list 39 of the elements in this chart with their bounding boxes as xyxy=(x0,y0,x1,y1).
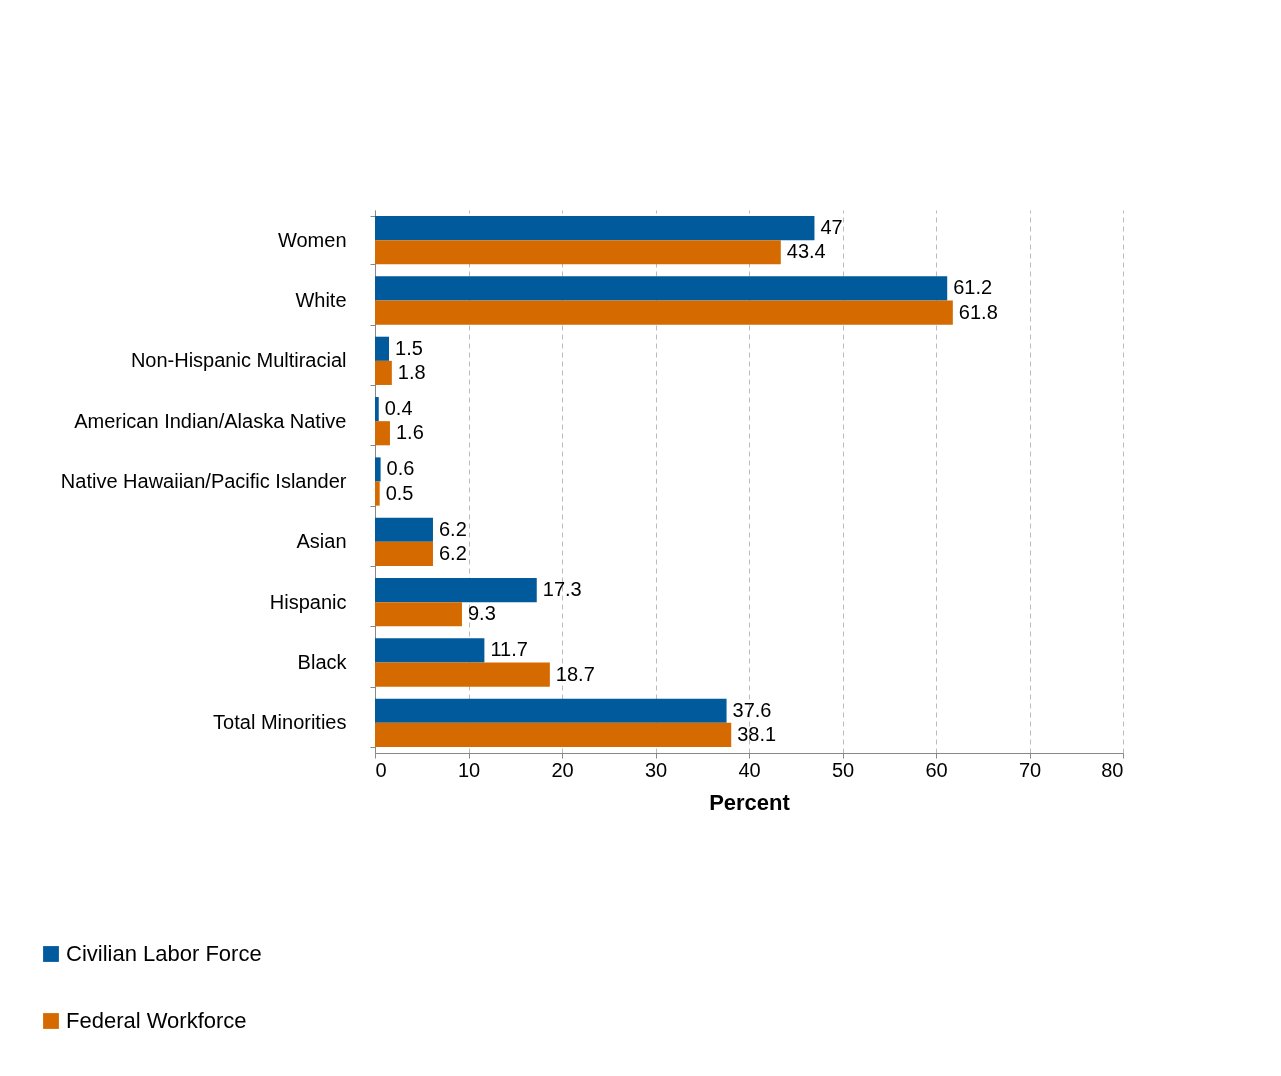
data-label: 9.3 xyxy=(467,602,496,625)
y-tick-label: Total Minorities xyxy=(213,711,347,734)
x-axis-title: Percent xyxy=(709,789,791,815)
y-tick-label: Asian xyxy=(296,530,347,553)
data-label: 17.3 xyxy=(542,578,582,601)
y-tick-label: Non-Hispanic Multiracial xyxy=(130,349,347,372)
legend-label: Federal Workforce xyxy=(66,1008,247,1033)
data-label: 0.5 xyxy=(385,481,414,504)
data-label: 18.7 xyxy=(555,662,595,685)
legend-label: Civilian Labor Force xyxy=(66,941,262,966)
data-label: 43.4 xyxy=(786,240,826,263)
x-tick-label: 80 xyxy=(1101,758,1124,781)
x-tick-label: 70 xyxy=(1018,758,1042,781)
data-label: 6.2 xyxy=(438,541,467,564)
x-tick-label: 50 xyxy=(831,758,855,781)
x-tick-label: 20 xyxy=(551,758,574,781)
data-label: 1.5 xyxy=(395,336,423,359)
data-label: 47 xyxy=(820,216,843,239)
y-tick-label: Hispanic xyxy=(269,590,347,613)
data-label: 1.6 xyxy=(395,421,424,444)
data-label: 1.8 xyxy=(397,360,426,383)
y-tick-label: Black xyxy=(297,651,348,673)
y-tick-label: Women xyxy=(277,228,347,251)
x-tick-label: 40 xyxy=(738,758,761,781)
x-tick-label: 10 xyxy=(457,758,481,781)
data-label: 37.6 xyxy=(732,698,772,721)
y-tick-label: White xyxy=(295,289,347,311)
x-tick-label: 60 xyxy=(925,758,948,781)
x-tick-label: 30 xyxy=(644,758,668,781)
y-tick-label: American Indian/Alaska Native xyxy=(74,409,347,432)
data-label: 38.1 xyxy=(737,722,777,745)
data-label: 11.7 xyxy=(490,638,528,661)
data-label: 6.2 xyxy=(438,517,467,540)
data-label: 0.6 xyxy=(386,457,415,480)
y-tick-label: Native Hawaiian/Pacific Islander xyxy=(60,470,347,492)
data-label: 61.2 xyxy=(953,276,993,299)
data-label: 0.4 xyxy=(384,397,413,420)
data-label: 61.8 xyxy=(958,300,998,323)
x-tick-label: 0 xyxy=(375,758,387,781)
